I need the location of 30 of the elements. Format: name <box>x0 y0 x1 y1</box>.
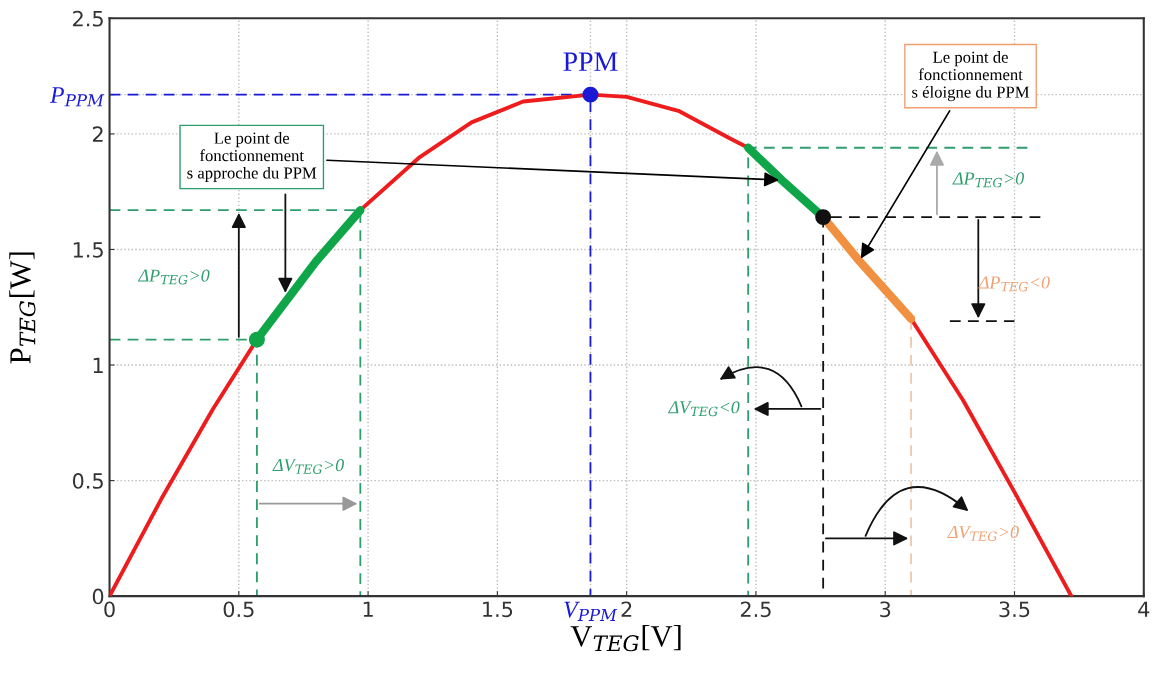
x-tick-label: 1 <box>363 601 373 617</box>
x-tick-label: 4 <box>1138 601 1150 617</box>
y-tick-label: 0 <box>92 588 104 605</box>
annotation: Le point de fonctionnement s éloigne du PPM <box>912 51 1030 102</box>
y-tick-label: 0.5 <box>72 473 103 489</box>
annotation: ΔP$_{TEG}$>0 <box>952 172 1024 188</box>
annotation: ΔV$_{TEG}$<0 <box>667 401 740 417</box>
point <box>248 331 265 348</box>
annotation: PPM <box>563 52 618 71</box>
x-tick-label: 0.5 <box>223 601 254 618</box>
annotation: ΔV$_{TEG}$>0 <box>947 526 1019 541</box>
x-tick-label: V$_{PPM}$ <box>564 601 618 621</box>
y-tick-label: 2 <box>92 126 103 142</box>
y-tick-label: 2.5 <box>73 10 103 27</box>
y-tick-label: P$_{PPM}$ <box>50 87 105 107</box>
x-tick-label: 2 <box>621 601 632 617</box>
point <box>582 86 599 103</box>
x-tick-label: 3 <box>880 601 891 618</box>
y-tick-label: 1.5 <box>73 242 103 258</box>
x-tick-label: 2.5 <box>740 601 771 618</box>
x-axis-title: V$_{TEG}$[V] <box>570 625 681 652</box>
x-tick-label: 1.5 <box>483 601 513 618</box>
y-tick-label: 1 <box>93 357 103 373</box>
y-axis-title: P$_{TEG}$[W] <box>9 252 36 364</box>
x-tick-label: 0 <box>104 601 115 618</box>
point <box>815 209 832 226</box>
x-tick-label: 3.5 <box>999 601 1030 618</box>
annotation: ΔV$_{TEG}$>0 <box>272 458 344 474</box>
annotation: ΔP$_{TEG}$>0 <box>137 269 210 285</box>
annotation: Le point de fonctionnement s approche du PPM <box>187 132 317 182</box>
